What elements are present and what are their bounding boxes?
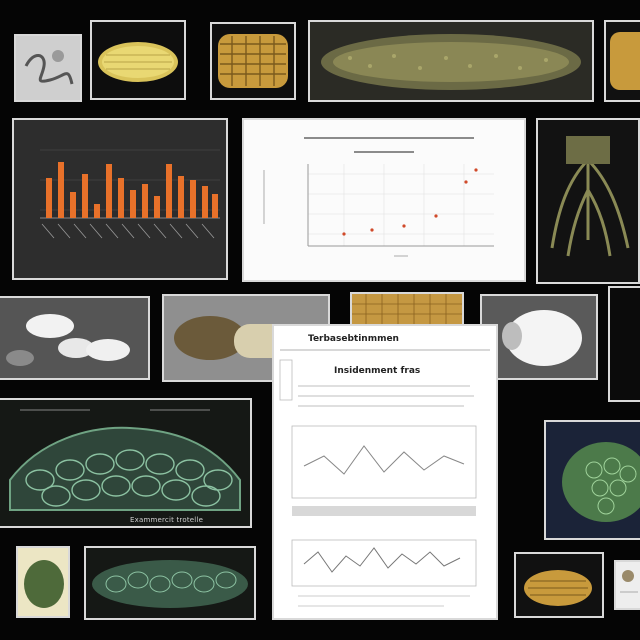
mesh-strip-tile[interactable] [84, 546, 256, 620]
root-structure-image [538, 120, 638, 282]
root-structure-tile[interactable] [536, 118, 640, 284]
network-grid-image [0, 400, 250, 526]
long-specimen-tile[interactable] [308, 20, 594, 102]
corn-small-tile[interactable] [514, 552, 604, 618]
thumbnail-tile[interactable] [14, 34, 82, 102]
sketch-image [16, 36, 80, 100]
corn-cob-image [92, 22, 184, 98]
specimen-edge-tile[interactable] [604, 20, 640, 102]
woven-specimen-image [212, 24, 294, 98]
document-lines [274, 326, 496, 618]
mesh-specimen-image [352, 294, 462, 324]
white-shell-tile[interactable] [480, 294, 598, 380]
seed-scan-tile[interactable] [0, 296, 150, 380]
bar-chart-image [14, 120, 226, 278]
bar-chart-tile[interactable] [12, 118, 228, 280]
white-shell-image [482, 296, 596, 378]
scatter-plot-tile[interactable] [242, 118, 526, 282]
woven-specimen-tile[interactable] [210, 22, 296, 100]
green-leaf-image [18, 548, 68, 616]
long-specimen-image [310, 22, 592, 100]
edge-panel-tile[interactable] [608, 286, 640, 402]
corn-small-image [516, 554, 602, 616]
document-tile[interactable]: Terbasebtinmmen Insidenment fras [272, 324, 498, 620]
specimen-edge-image [606, 22, 640, 100]
document-title: Insidenment fras [334, 366, 421, 376]
green-network-tile[interactable] [544, 420, 640, 540]
scatter-plot-image [244, 120, 524, 280]
green-network-image [546, 422, 640, 538]
network-caption: Exammercit trotelle [130, 516, 204, 524]
network-grid-tile[interactable]: Exammercit trotelle [0, 398, 252, 528]
green-leaf-tile[interactable] [16, 546, 70, 618]
small-card-image [616, 562, 640, 608]
small-card-tile[interactable] [614, 560, 640, 610]
document-heading: Terbasebtinmmen [308, 334, 399, 344]
edge-panel-image [610, 288, 640, 400]
seed-scan-image [0, 298, 148, 378]
mesh-strip-image [86, 548, 254, 618]
mesh-specimen-tile[interactable] [350, 292, 464, 326]
corn-cob-tile[interactable] [90, 20, 186, 100]
